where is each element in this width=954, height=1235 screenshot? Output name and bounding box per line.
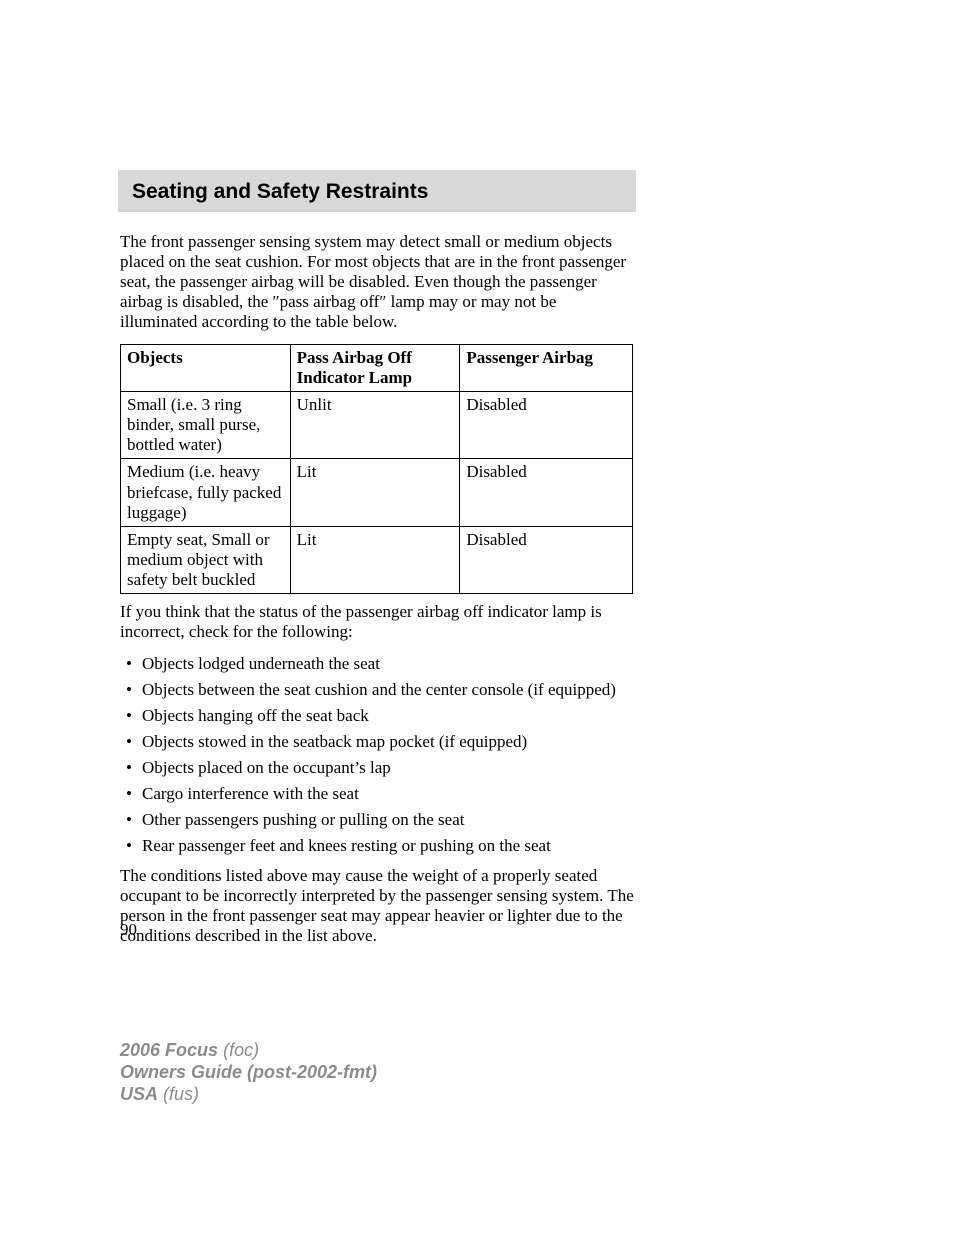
th-objects: Objects [121,345,291,392]
footer-line-2: Owners Guide (post-2002-fmt) [120,1062,377,1084]
list-item: Rear passenger feet and knees resting or… [120,836,635,856]
footer-model: 2006 Focus [120,1040,218,1060]
cell: Lit [290,526,460,593]
cell: Disabled [460,459,633,526]
table-row: Empty seat, Small or medium object with … [121,526,633,593]
table-row: Medium (i.e. heavy briefcase, fully pack… [121,459,633,526]
cell: Medium (i.e. heavy briefcase, fully pack… [121,459,291,526]
list-item: Cargo interference with the seat [120,784,635,804]
page-number: 90 [120,920,137,940]
footer-line-3: USA (fus) [120,1084,377,1106]
section-title-bar: Seating and Safety Restraints [118,170,636,212]
footer-block: 2006 Focus (foc) Owners Guide (post-2002… [120,1040,377,1106]
cell: Small (i.e. 3 ring binder, small purse, … [121,392,291,459]
airbag-table: Objects Pass Airbag Off Indicator Lamp P… [120,344,633,594]
th-lamp: Pass Airbag Off Indicator Lamp [290,345,460,392]
list-item: Objects between the seat cushion and the… [120,680,635,700]
closing-paragraph: The conditions listed above may cause th… [120,866,635,946]
list-item: Objects lodged underneath the seat [120,654,635,674]
list-item: Objects hanging off the seat back [120,706,635,726]
table-header-row: Objects Pass Airbag Off Indicator Lamp P… [121,345,633,392]
list-item: Objects placed on the occupant’s lap [120,758,635,778]
check-list: Objects lodged underneath the seat Objec… [120,654,635,856]
cell: Lit [290,459,460,526]
footer-guide: Owners Guide (post-2002-fmt) [120,1062,377,1082]
footer-region: USA [120,1084,158,1104]
cell: Unlit [290,392,460,459]
page-container: Seating and Safety Restraints The front … [0,0,954,1235]
section-title: Seating and Safety Restraints [132,180,622,204]
footer-region-code: (fus) [163,1084,199,1104]
check-intro-paragraph: If you think that the status of the pass… [120,602,635,642]
cell: Empty seat, Small or medium object with … [121,526,291,593]
th-airbag: Passenger Airbag [460,345,633,392]
cell: Disabled [460,526,633,593]
footer-model-code: (foc) [223,1040,259,1060]
list-item: Other passengers pushing or pulling on t… [120,810,635,830]
cell: Disabled [460,392,633,459]
intro-paragraph: The front passenger sensing system may d… [120,232,635,332]
list-item: Objects stowed in the seatback map pocke… [120,732,635,752]
footer-line-1: 2006 Focus (foc) [120,1040,377,1062]
table-row: Small (i.e. 3 ring binder, small purse, … [121,392,633,459]
